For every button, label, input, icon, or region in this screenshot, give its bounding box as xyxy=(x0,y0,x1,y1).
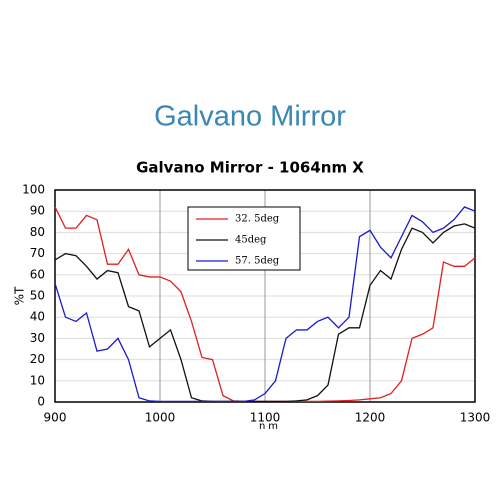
y-axis-label: %T xyxy=(13,286,27,305)
x-tick-label: 900 xyxy=(44,411,67,425)
y-tick-label: 50 xyxy=(30,289,45,303)
x-tick-label: 1000 xyxy=(145,411,176,425)
y-tick-label: 60 xyxy=(30,267,45,281)
legend-label: 32. 5deg xyxy=(235,214,280,225)
x-tick-label: 1100 xyxy=(250,411,281,425)
x-tick-label: 1300 xyxy=(460,411,491,425)
y-tick-label: 40 xyxy=(30,310,45,324)
legend-label: 57. 5deg xyxy=(235,256,280,267)
y-tick-label: 30 xyxy=(30,331,45,345)
y-tick-label: 100 xyxy=(22,183,45,197)
legend-label: 45deg xyxy=(235,235,267,246)
x-tick-label: 1200 xyxy=(355,411,386,425)
chart-title: Galvano Mirror - 1064nm X xyxy=(136,159,364,177)
y-tick-label: 20 xyxy=(30,352,45,366)
y-tick-label: 0 xyxy=(37,395,45,409)
data-line xyxy=(54,206,476,403)
x-axis-label: nm xyxy=(259,421,281,432)
y-tick-label: 90 xyxy=(30,204,45,218)
y-tick-label: 80 xyxy=(30,225,45,239)
page-title: Galvano Mirror xyxy=(154,101,346,133)
y-tick-label: 10 xyxy=(30,373,45,387)
legend-box xyxy=(187,206,301,271)
data-line xyxy=(54,223,476,403)
y-tick-label: 70 xyxy=(30,246,45,260)
